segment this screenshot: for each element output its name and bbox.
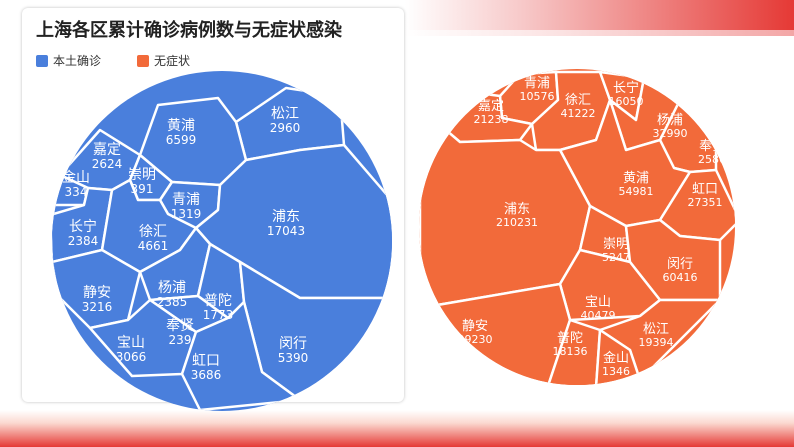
cell-name-label: 嘉定 [93, 142, 121, 158]
cell-value-label: 6599 [166, 133, 197, 147]
legend-swatch-local [36, 54, 48, 67]
cell-value-label: 41222 [561, 107, 596, 120]
cell-value-label: 2586 [698, 153, 726, 166]
cell-name-label: 金山 [603, 350, 629, 366]
cell-name-label: 闵行 [279, 336, 307, 352]
cell-name-label: 崇明 [128, 167, 156, 183]
cell-value-label: 10576 [520, 90, 555, 103]
legend-item-asymptomatic[interactable]: 无症状 [137, 52, 190, 69]
cell-value-label: 19394 [639, 336, 674, 349]
cell-name-label: 宝山 [585, 295, 611, 310]
legend-swatch-asymptomatic [137, 54, 150, 67]
cell-value-label: 16050 [609, 95, 644, 108]
legend-label-asymptomatic: 无症状 [154, 54, 191, 68]
bottom-decoration-band [0, 410, 794, 447]
local-cases-cells [52, 86, 392, 411]
cell-value-label: 21238 [474, 113, 509, 126]
top-decoration-stripe [405, 30, 794, 36]
cell-value-label: 239 [169, 333, 192, 347]
legend-label-local: 本土确诊 [53, 54, 102, 68]
cell-name-label: 黄浦 [623, 171, 649, 186]
top-decoration-band [405, 0, 794, 30]
cell-value-label: 3216 [82, 300, 113, 314]
cell-name-label: 宝山 [117, 335, 145, 351]
cell-value-label: 32990 [653, 127, 688, 140]
cell-value-label: 4661 [138, 239, 169, 253]
cell-name-label: 徐汇 [139, 224, 167, 240]
cell-name-label: 杨浦 [158, 280, 186, 296]
cell-name-label: 松江 [643, 322, 669, 337]
asymptomatic-cells [419, 70, 735, 385]
cell-value-label: 18136 [553, 345, 588, 358]
cell-value-label: 3066 [116, 350, 147, 364]
cell-value-label: 1773 [203, 308, 234, 322]
cell-value-label: 1319 [171, 207, 202, 221]
cell-local-16[interactable] [180, 300, 302, 411]
cell-name-label: 普陀 [204, 293, 232, 309]
cell-value-label: 2384 [68, 234, 99, 248]
cell-value-label: 2385 [157, 295, 188, 309]
cell-name-label: 徐汇 [565, 93, 591, 108]
cell-value-label: 2624 [92, 157, 123, 171]
cell-name-label: 长宁 [69, 218, 97, 235]
cell-name-label: 奉贤 [166, 318, 194, 334]
cell-name-label: 闵行 [667, 257, 693, 272]
cell-value-label: 2960 [270, 121, 301, 135]
cell-value-label: 3686 [191, 368, 222, 382]
cell-name-label: 长宁 [613, 80, 639, 96]
cell-value-label: 27351 [688, 196, 723, 209]
legend-item-local[interactable]: 本土确诊 [36, 52, 101, 69]
cell-name-label: 青浦 [172, 192, 200, 208]
cell-value-label: 29230 [458, 333, 493, 346]
cell-value-label: 210231 [496, 216, 538, 229]
cell-value-label: 5390 [278, 351, 309, 365]
cell-name-label: 静安 [83, 285, 111, 301]
cell-value-label: 54981 [619, 185, 654, 198]
cell-value-label: 1346 [602, 365, 630, 378]
cell-name-label: 嘉定 [478, 99, 504, 114]
cell-name-label: 虹口 [692, 182, 718, 197]
cell-name-label: 杨浦 [657, 113, 683, 128]
legend: 本土确诊 无症状 [36, 52, 190, 69]
cell-name-label: 松江 [271, 106, 299, 122]
cell-value-label: 5247 [602, 251, 630, 264]
cell-name-label: 金山 [62, 170, 90, 186]
cell-value-label: 391 [131, 182, 154, 196]
cell-name-label: 奉贤 [699, 139, 725, 154]
cell-name-label: 虹口 [192, 353, 220, 369]
cell-value-label: 334 [65, 185, 88, 199]
cell-value-label: 17043 [267, 224, 305, 238]
cell-name-label: 浦东 [272, 209, 300, 225]
cell-name-label: 崇明 [603, 237, 629, 252]
chart-title: 上海各区累计确诊病例数与无症状感染 [36, 20, 342, 41]
cell-name-label: 黄浦 [167, 117, 195, 134]
cell-value-label: 60416 [663, 271, 698, 284]
cell-name-label: 静安 [462, 319, 488, 334]
cell-name-label: 浦东 [504, 202, 530, 217]
cell-value-label: 40479 [581, 309, 616, 322]
cell-name-label: 青浦 [524, 76, 550, 91]
cell-name-label: 普陀 [557, 330, 583, 346]
